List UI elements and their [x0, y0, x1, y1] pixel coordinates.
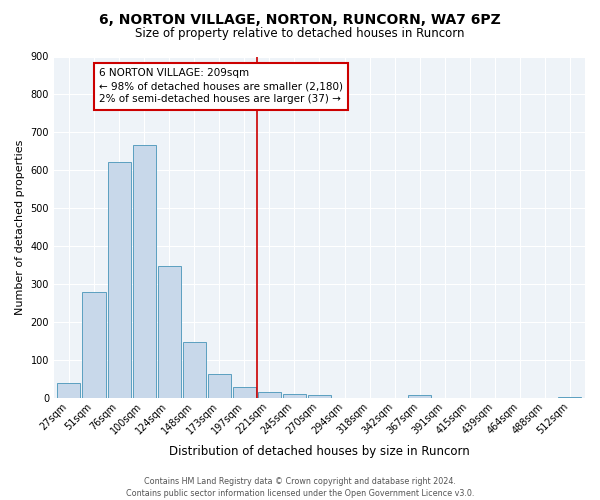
Text: Size of property relative to detached houses in Runcorn: Size of property relative to detached ho…: [135, 28, 465, 40]
Bar: [559, 396, 581, 398]
Y-axis label: Number of detached properties: Number of detached properties: [15, 140, 25, 315]
Bar: [158, 266, 181, 398]
Bar: [182, 342, 206, 398]
Bar: [58, 382, 80, 398]
Bar: [82, 292, 106, 399]
Text: Contains HM Land Registry data © Crown copyright and database right 2024.
Contai: Contains HM Land Registry data © Crown c…: [126, 476, 474, 498]
Bar: [283, 394, 306, 398]
Bar: [208, 374, 231, 398]
Text: 6 NORTON VILLAGE: 209sqm
← 98% of detached houses are smaller (2,180)
2% of semi: 6 NORTON VILLAGE: 209sqm ← 98% of detach…: [99, 68, 343, 104]
Bar: [133, 144, 155, 398]
Text: 6, NORTON VILLAGE, NORTON, RUNCORN, WA7 6PZ: 6, NORTON VILLAGE, NORTON, RUNCORN, WA7 …: [99, 12, 501, 26]
Bar: [308, 394, 331, 398]
Bar: [107, 162, 131, 398]
Bar: [233, 387, 256, 398]
Bar: [408, 395, 431, 398]
X-axis label: Distribution of detached houses by size in Runcorn: Distribution of detached houses by size …: [169, 444, 470, 458]
Bar: [258, 392, 281, 398]
